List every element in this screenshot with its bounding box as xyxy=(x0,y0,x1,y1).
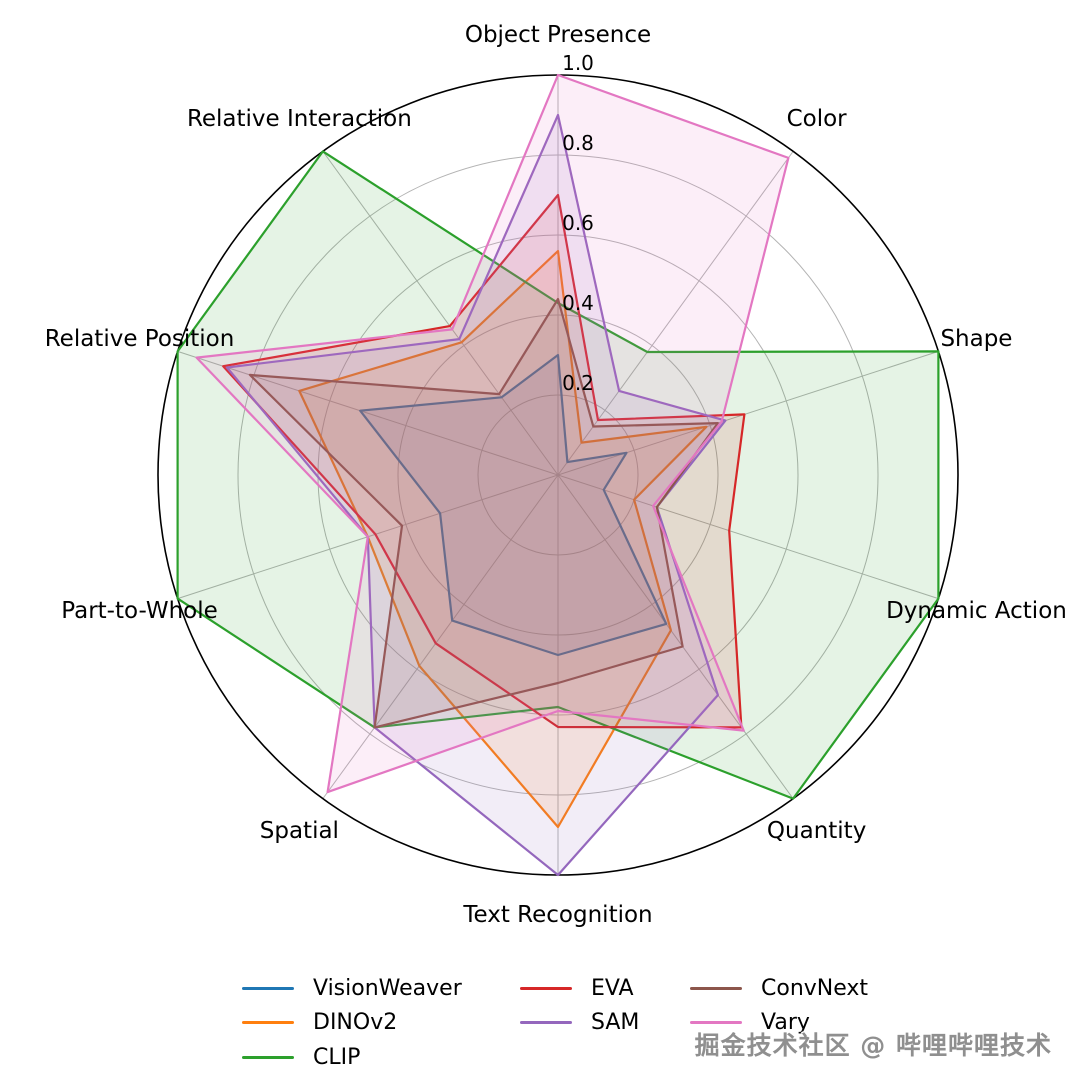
legend-item-VisionWeaver: VisionWeaver xyxy=(242,971,462,1006)
radial-tick-label: 0.2 xyxy=(562,371,594,395)
axis-label-quantity: Quantity xyxy=(767,818,866,844)
series-fill-Vary xyxy=(196,75,789,793)
axis-spoke xyxy=(177,350,559,476)
legend-label-SAM: SAM xyxy=(591,1010,640,1036)
chart-legend: VisionWeaver DINOv2 CLIP EVA SAM ConvNext Vary xyxy=(0,971,1080,1088)
series-line-EVA xyxy=(222,193,746,729)
radial-tick-label: 0.8 xyxy=(562,131,594,155)
legend-item-ConvNext: ConvNext xyxy=(690,971,868,1006)
watermark-text: 掘金技术社区 @ 哔哩哔哩技术 xyxy=(694,1031,1052,1060)
series-fill-ConvNext xyxy=(249,299,718,728)
axis-label-relative-position: Relative Position xyxy=(45,326,235,352)
legend-swatch-SAM xyxy=(520,1021,572,1025)
legend-swatch-ConvNext xyxy=(690,986,742,990)
axis-spoke xyxy=(557,474,794,799)
legend-label-CLIP: CLIP xyxy=(313,1044,361,1070)
radar-chart: 0.2 0.4 0.6 0.8 1.0 Object Presence Color Shape… xyxy=(45,22,1067,928)
legend-label-EVA: EVA xyxy=(591,975,634,1001)
legend-label-DINOv2: DINOv2 xyxy=(313,1010,398,1036)
legend-item-SAM: SAM xyxy=(520,1006,639,1041)
series-line-ConvNext xyxy=(248,297,719,729)
legend-item-Vary: Vary xyxy=(690,1006,868,1041)
series-fill-DINOv2 xyxy=(299,251,707,827)
legend-item-CLIP: CLIP xyxy=(242,1040,462,1075)
series-fill-EVA xyxy=(223,195,745,728)
series-fill-CLIP xyxy=(177,151,939,799)
legend-label-VisionWeaver: VisionWeaver xyxy=(313,975,462,1001)
radial-tick-label: 0.4 xyxy=(562,291,594,315)
axis-label-relative-interaction: Relative Interaction xyxy=(187,106,412,132)
axis-label-dynamic-action: Dynamic Action xyxy=(886,598,1067,624)
series-fill-VisionWeaver xyxy=(360,355,667,655)
radial-tick-label: 1.0 xyxy=(562,51,594,75)
axis-label-spatial: Spatial xyxy=(260,818,339,844)
legend-swatch-CLIP xyxy=(242,1055,294,1059)
series-line-DINOv2 xyxy=(298,249,708,829)
legend-column: VisionWeaver DINOv2 CLIP xyxy=(242,971,462,1075)
legend-label-Vary: Vary xyxy=(761,1010,810,1036)
legend-label-ConvNext: ConvNext xyxy=(761,975,869,1001)
series-fill-SAM xyxy=(227,115,726,875)
series-line-VisionWeaver xyxy=(359,353,668,657)
legend-item-EVA: EVA xyxy=(520,971,639,1006)
axis-spoke xyxy=(557,474,939,600)
legend-item-DINOv2: DINOv2 xyxy=(242,1006,462,1041)
axis-label-part-to-whole: Part-to-Whole xyxy=(61,598,218,624)
legend-swatch-EVA xyxy=(520,986,572,990)
axis-spoke xyxy=(322,151,559,476)
series-line-CLIP xyxy=(176,150,940,800)
legend-swatch-Vary xyxy=(690,1021,742,1025)
axis-label-object-presence: Object Presence xyxy=(465,22,651,48)
axis-label-color: Color xyxy=(787,106,848,132)
legend-column: EVA SAM xyxy=(520,971,639,1040)
axis-label-text-recognition: Text Recognition xyxy=(462,902,652,928)
radial-tick-label: 0.6 xyxy=(562,211,594,235)
axis-label-shape: Shape xyxy=(940,326,1012,352)
legend-swatch-DINOv2 xyxy=(242,1021,294,1025)
legend-column: ConvNext Vary xyxy=(690,971,868,1040)
axis-spoke xyxy=(557,151,794,476)
legend-swatch-VisionWeaver xyxy=(242,986,294,990)
series-line-SAM xyxy=(225,113,727,877)
axis-spoke xyxy=(322,474,559,799)
series-line-Vary xyxy=(195,73,790,794)
